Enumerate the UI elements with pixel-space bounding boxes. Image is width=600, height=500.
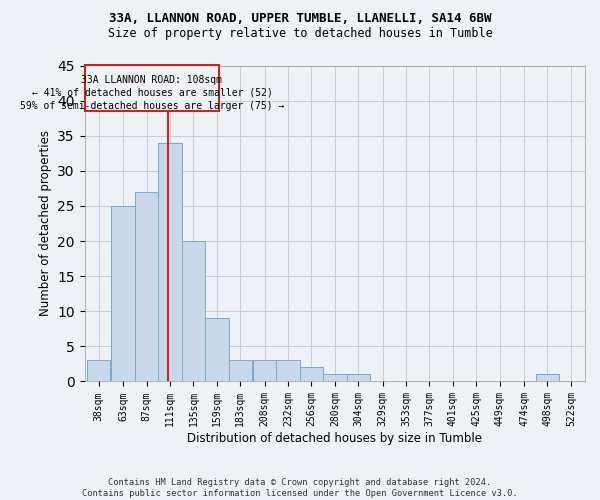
- Bar: [347, 374, 370, 382]
- Bar: [158, 142, 182, 382]
- Text: ← 41% of detached houses are smaller (52): ← 41% of detached houses are smaller (52…: [32, 88, 272, 98]
- Bar: [205, 318, 229, 382]
- Bar: [323, 374, 347, 382]
- Bar: [112, 206, 135, 382]
- Bar: [87, 360, 110, 382]
- Bar: [277, 360, 300, 382]
- Bar: [253, 360, 277, 382]
- Text: 59% of semi-detached houses are larger (75) →: 59% of semi-detached houses are larger (…: [20, 100, 284, 110]
- Bar: [182, 241, 205, 382]
- Bar: [85, 66, 219, 111]
- Text: 33A, LLANNON ROAD, UPPER TUMBLE, LLANELLI, SA14 6BW: 33A, LLANNON ROAD, UPPER TUMBLE, LLANELL…: [109, 12, 491, 26]
- Text: 33A LLANNON ROAD: 108sqm: 33A LLANNON ROAD: 108sqm: [82, 74, 223, 85]
- Bar: [536, 374, 559, 382]
- Y-axis label: Number of detached properties: Number of detached properties: [39, 130, 52, 316]
- Text: Contains HM Land Registry data © Crown copyright and database right 2024.
Contai: Contains HM Land Registry data © Crown c…: [82, 478, 518, 498]
- Text: Size of property relative to detached houses in Tumble: Size of property relative to detached ho…: [107, 28, 493, 40]
- Bar: [300, 368, 323, 382]
- Bar: [229, 360, 252, 382]
- X-axis label: Distribution of detached houses by size in Tumble: Distribution of detached houses by size …: [187, 432, 482, 445]
- Bar: [135, 192, 158, 382]
